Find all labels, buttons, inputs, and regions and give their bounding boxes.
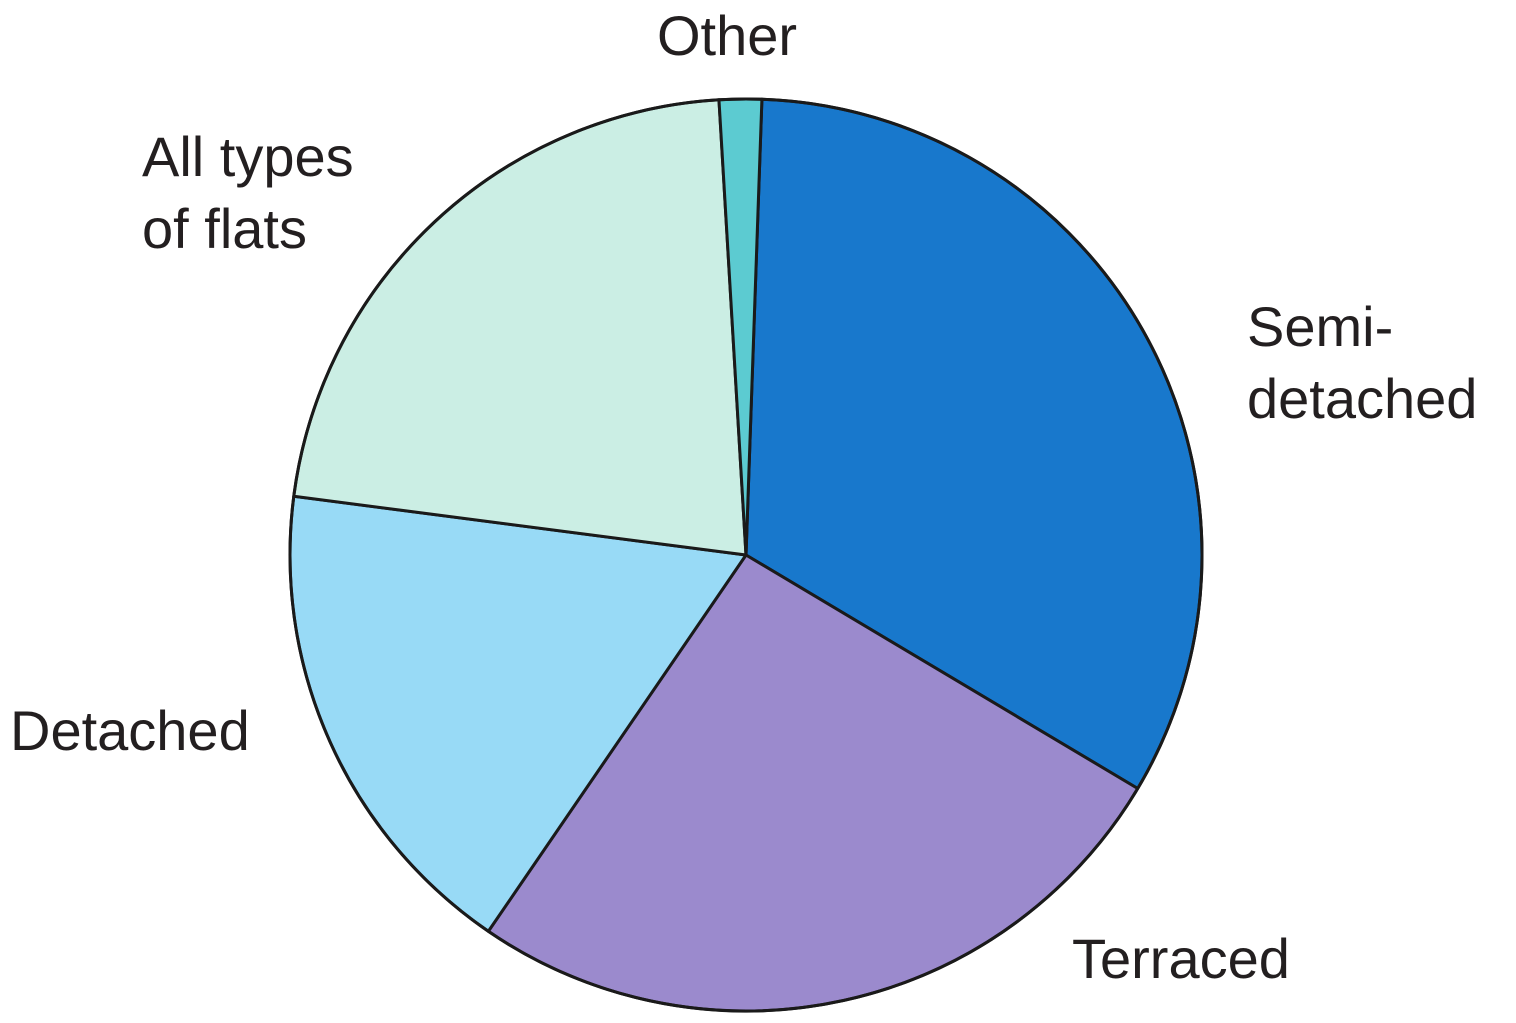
pie-outline xyxy=(288,97,1204,1013)
slice-label-terraced: Terraced xyxy=(1072,927,1290,990)
slice-label-flats-line-2: of flats xyxy=(142,197,307,260)
slice-label-other-line-1: Other xyxy=(657,4,797,67)
slice-label-other: Other xyxy=(657,4,797,67)
slice-label-semi-detached: Semi- detached xyxy=(1247,295,1477,430)
pie-slices xyxy=(288,97,1204,1013)
slice-label-terraced-line-1: Terraced xyxy=(1072,927,1290,990)
slice-label-semi-detached-line-2: detached xyxy=(1247,367,1477,430)
slice-label-detached-line-1: Detached xyxy=(10,699,250,762)
slice-label-detached: Detached xyxy=(10,699,250,762)
slice-label-semi-detached-line-1: Semi- xyxy=(1247,295,1393,358)
slice-label-all-types-of-flats: All types of flats xyxy=(142,125,369,260)
slice-label-flats-line-1: All types xyxy=(142,125,354,188)
